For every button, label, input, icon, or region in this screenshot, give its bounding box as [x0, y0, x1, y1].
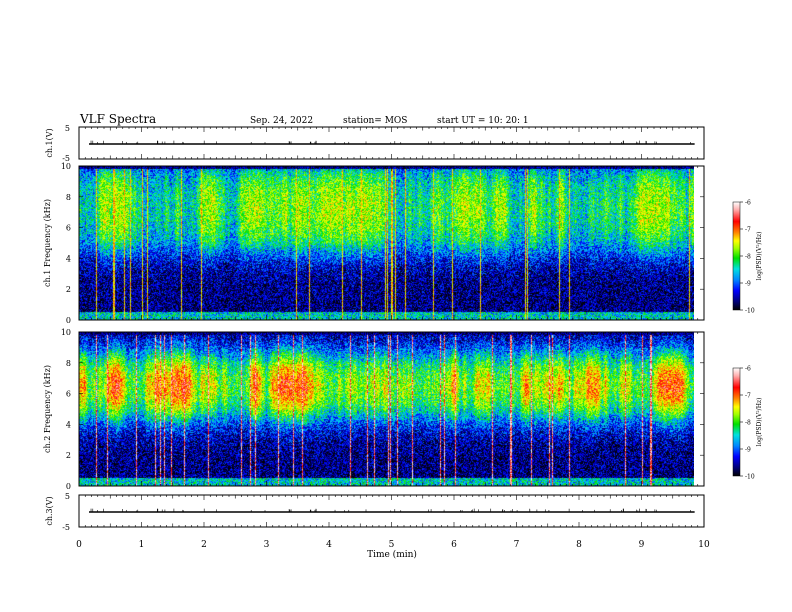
y-tick-label: 4: [66, 254, 71, 263]
colorbar-tick-label: -7: [745, 227, 751, 234]
y-tick-label: 2: [66, 451, 71, 460]
ch1-waveform-ytick-bottom: -5: [62, 154, 70, 163]
ch2-spectrogram-heatmap: [79, 332, 694, 486]
ch1-spectrogram-yticks: 0 2 4 6 8 10: [61, 162, 704, 325]
ch1-colorbar-ticks: -6 -7 -8 -9 -10: [740, 200, 755, 315]
x-tick-label: 0: [76, 540, 82, 550]
ch1-spectrogram-panel: 0 2 4 6 8 10 ch.1 Frequency (kHz) -6 -7 -8 -9 -10…: [43, 162, 763, 325]
colorbar-tick-label: -8: [745, 420, 751, 427]
date-label: Sep. 24, 2022: [250, 116, 313, 126]
colorbar-tick-label: -9: [745, 447, 751, 454]
x-tick-label: 3: [264, 540, 270, 550]
ch1-waveform-ytick-top: 5: [65, 124, 70, 133]
ch2-spectrogram-ylabel: ch.2 Frequency (kHz): [43, 365, 52, 453]
figure-title: VLF Spectra: [79, 112, 156, 126]
x-tick-label: 4: [326, 540, 332, 550]
x-tick-label: 7: [514, 540, 520, 550]
colorbar-tick-label: -7: [745, 393, 751, 400]
y-tick-label: 8: [66, 359, 71, 368]
ch3-waveform-ytick-bottom: -5: [62, 523, 70, 532]
ch1-waveform-panel: 5 -5 ch.1(V): [45, 124, 705, 163]
colorbar-tick-label: -9: [745, 281, 751, 288]
ch3-waveform-ytick-top: 5: [65, 492, 70, 501]
ch1-colorbar-label: log(PSD)(V²/Hz): [756, 232, 763, 281]
y-tick-label: 6: [66, 224, 71, 233]
y-tick-label: 0: [66, 482, 71, 491]
x-tick-label: 9: [639, 540, 645, 550]
y-tick-label: 0: [66, 316, 71, 325]
ch3-waveform-xticks: [78, 495, 705, 527]
y-tick-label: 4: [66, 420, 71, 429]
start-time-label: start UT = 10: 20: 1: [437, 116, 529, 126]
ch2-spectrogram-xticks: [78, 332, 705, 486]
colorbar-tick-label: -6: [745, 366, 751, 373]
y-tick-label: 6: [66, 390, 71, 399]
ch1-spectrogram-xticks: [78, 166, 705, 320]
x-tick-label: 10: [698, 540, 710, 550]
ch1-waveform-trace: [89, 140, 695, 145]
x-tick-label: 1: [139, 540, 145, 550]
ch2-spectrogram-yticks: 0 2 4 6 8 10: [61, 328, 704, 491]
ch3-waveform-ylabel: ch.3(V): [45, 496, 54, 525]
y-tick-label: 10: [61, 162, 71, 171]
ch1-spectrogram-ylabel: ch.1 Frequency (kHz): [43, 199, 52, 287]
ch2-colorbar: [732, 367, 741, 477]
x-tick-label: 5: [389, 540, 395, 550]
time-axis-label: Time (min): [367, 549, 417, 560]
ch2-colorbar-label: log(PSD)(V²/Hz): [756, 398, 763, 447]
colorbar-tick-label: -6: [745, 200, 751, 207]
ch3-waveform-panel: 5 -5 ch.3(V): [45, 492, 705, 532]
ch1-waveform-xticks: [78, 127, 705, 159]
station-label: station= MOS: [343, 116, 407, 126]
ch2-spectrogram-panel: 0 2 4 6 8 10 ch.2 Frequency (kHz) -6 -7 -8 -9 -10…: [43, 328, 763, 491]
colorbar-tick-label: -10: [745, 474, 755, 481]
colorbar-tick-label: -10: [745, 308, 755, 315]
x-tick-label: 2: [201, 540, 207, 550]
ch1-colorbar: [732, 201, 741, 311]
x-tick-label: 6: [451, 540, 457, 550]
x-tick-label: 8: [576, 540, 582, 550]
ch1-spectrogram-heatmap: [79, 166, 694, 320]
time-axis-tick-labels: 0 1 2 3 4 5 6 7 8 9 10: [76, 540, 710, 550]
y-tick-label: 2: [66, 285, 71, 294]
ch1-waveform-ylabel: ch.1(V): [45, 128, 54, 157]
y-tick-label: 8: [66, 193, 71, 202]
colorbar-tick-label: -8: [745, 254, 751, 261]
y-tick-label: 10: [61, 328, 71, 337]
ch2-colorbar-ticks: -6 -7 -8 -9 -10: [740, 366, 755, 481]
ch3-waveform-trace: [89, 508, 695, 513]
